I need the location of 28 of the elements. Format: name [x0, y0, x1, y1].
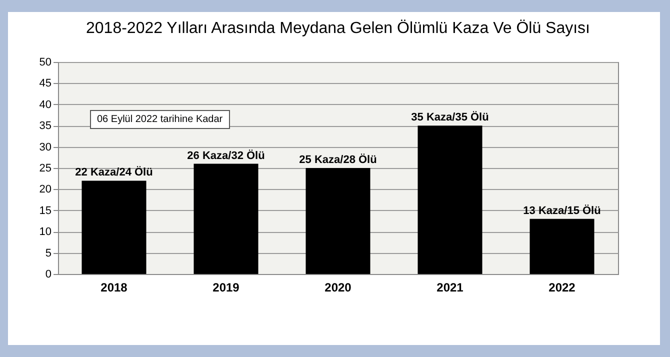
data-label: 22 Kaza/24 Ölü: [75, 166, 153, 179]
y-tick-label: 25: [39, 162, 52, 174]
x-tick-label: 2021: [436, 280, 464, 294]
x-tick-label: 2022: [548, 280, 576, 294]
chart-title: 2018-2022 Yılları Arasında Meydana Gelen Ölümlü Kaza Ve Ölü Sayısı: [86, 19, 590, 37]
bar: [306, 168, 370, 274]
y-tick-label: 30: [39, 141, 52, 154]
y-tick-label: 20: [39, 184, 52, 196]
bar: [82, 180, 146, 274]
y-tick-label: 5: [45, 247, 52, 260]
y-tick-label: 0: [45, 268, 52, 280]
bar: [194, 164, 258, 274]
y-tick-label: 45: [39, 78, 52, 90]
x-tick-label: 2018: [100, 280, 128, 294]
y-tick-label: 10: [39, 226, 52, 238]
bar: [418, 126, 482, 274]
x-tick-label: 2020: [324, 280, 352, 294]
y-tick-label: 50: [39, 56, 52, 68]
data-label: 26 Kaza/32 Ölü: [187, 148, 265, 162]
annotation: 06 Eylül 2022 tarihine Kadar: [90, 110, 230, 129]
data-label: 25 Kaza/28 Ölü: [299, 153, 377, 166]
y-tick-label: 15: [39, 204, 52, 217]
x-tick-label: 2019: [212, 280, 240, 294]
data-label: 35 Kaza/35 Ölü: [411, 110, 489, 124]
bar: [530, 218, 594, 274]
y-tick-label: 40: [39, 98, 52, 111]
data-label: 13 Kaza/15 Ölü: [523, 204, 601, 217]
y-tick-label: 35: [39, 120, 52, 132]
